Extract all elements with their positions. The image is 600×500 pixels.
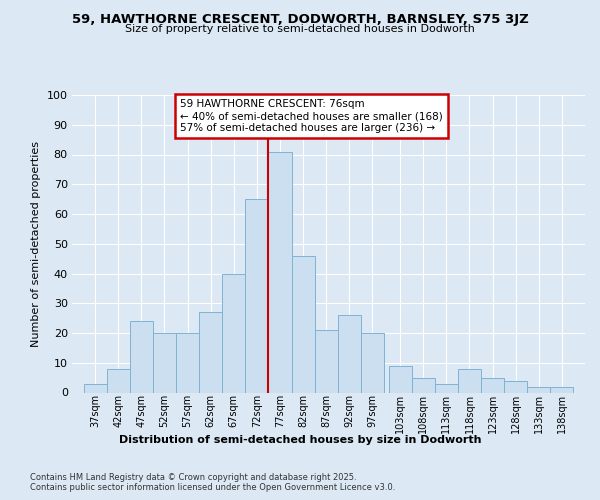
Bar [504,380,527,392]
Text: Contains public sector information licensed under the Open Government Licence v3: Contains public sector information licen… [30,484,395,492]
Bar [176,333,199,392]
Bar [245,199,268,392]
Bar [527,386,550,392]
Bar [389,366,412,392]
Bar [338,315,361,392]
Bar [153,333,176,392]
Bar [130,321,153,392]
Bar [435,384,458,392]
Text: 59, HAWTHORNE CRESCENT, DODWORTH, BARNSLEY, S75 3JZ: 59, HAWTHORNE CRESCENT, DODWORTH, BARNSL… [71,12,529,26]
Bar [458,368,481,392]
Bar [481,378,504,392]
Bar [268,152,292,392]
Bar [292,256,314,392]
Text: Size of property relative to semi-detached houses in Dodworth: Size of property relative to semi-detach… [125,24,475,34]
Text: 59 HAWTHORNE CRESCENT: 76sqm
← 40% of semi-detached houses are smaller (168)
57%: 59 HAWTHORNE CRESCENT: 76sqm ← 40% of se… [180,100,442,132]
Text: Contains HM Land Registry data © Crown copyright and database right 2025.: Contains HM Land Registry data © Crown c… [30,472,356,482]
Bar [412,378,435,392]
Y-axis label: Number of semi-detached properties: Number of semi-detached properties [31,141,41,347]
Bar [107,368,130,392]
Bar [83,384,107,392]
Text: Distribution of semi-detached houses by size in Dodworth: Distribution of semi-detached houses by … [119,435,481,445]
Bar [222,274,245,392]
Bar [361,333,384,392]
Bar [314,330,338,392]
Bar [199,312,222,392]
Bar [550,386,574,392]
